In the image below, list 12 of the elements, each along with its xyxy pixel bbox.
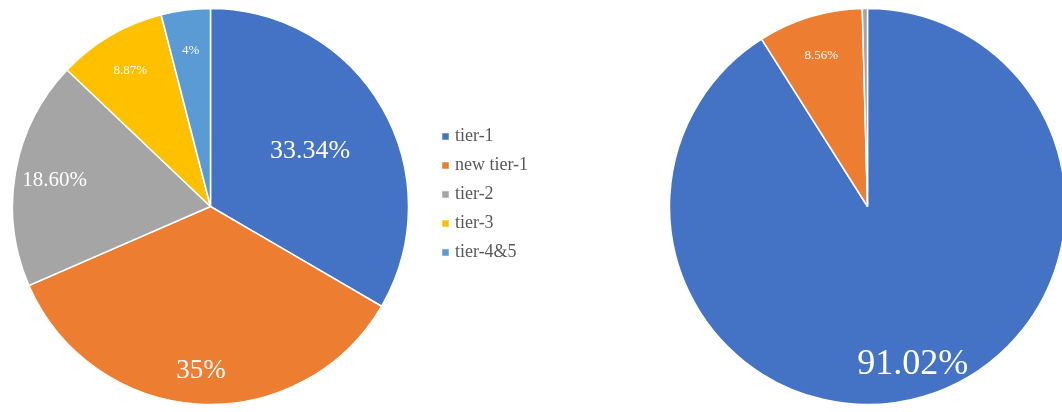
legend-label: tier-3 bbox=[455, 212, 494, 233]
data-label: 18.60% bbox=[22, 166, 87, 191]
legend-label: tier-2 bbox=[455, 183, 494, 204]
data-label: 8.56% bbox=[804, 47, 839, 63]
legend-label: tier-1 bbox=[455, 125, 494, 146]
legend-label: tier-4&5 bbox=[455, 241, 517, 262]
data-label: 91.02% bbox=[857, 342, 969, 383]
legend-label: new tier-1 bbox=[455, 154, 529, 175]
data-label: 33.34% bbox=[270, 134, 351, 164]
data-label: 4% bbox=[181, 41, 200, 57]
data-label: 8.87% bbox=[113, 62, 148, 78]
data-label: 35% bbox=[176, 353, 226, 384]
